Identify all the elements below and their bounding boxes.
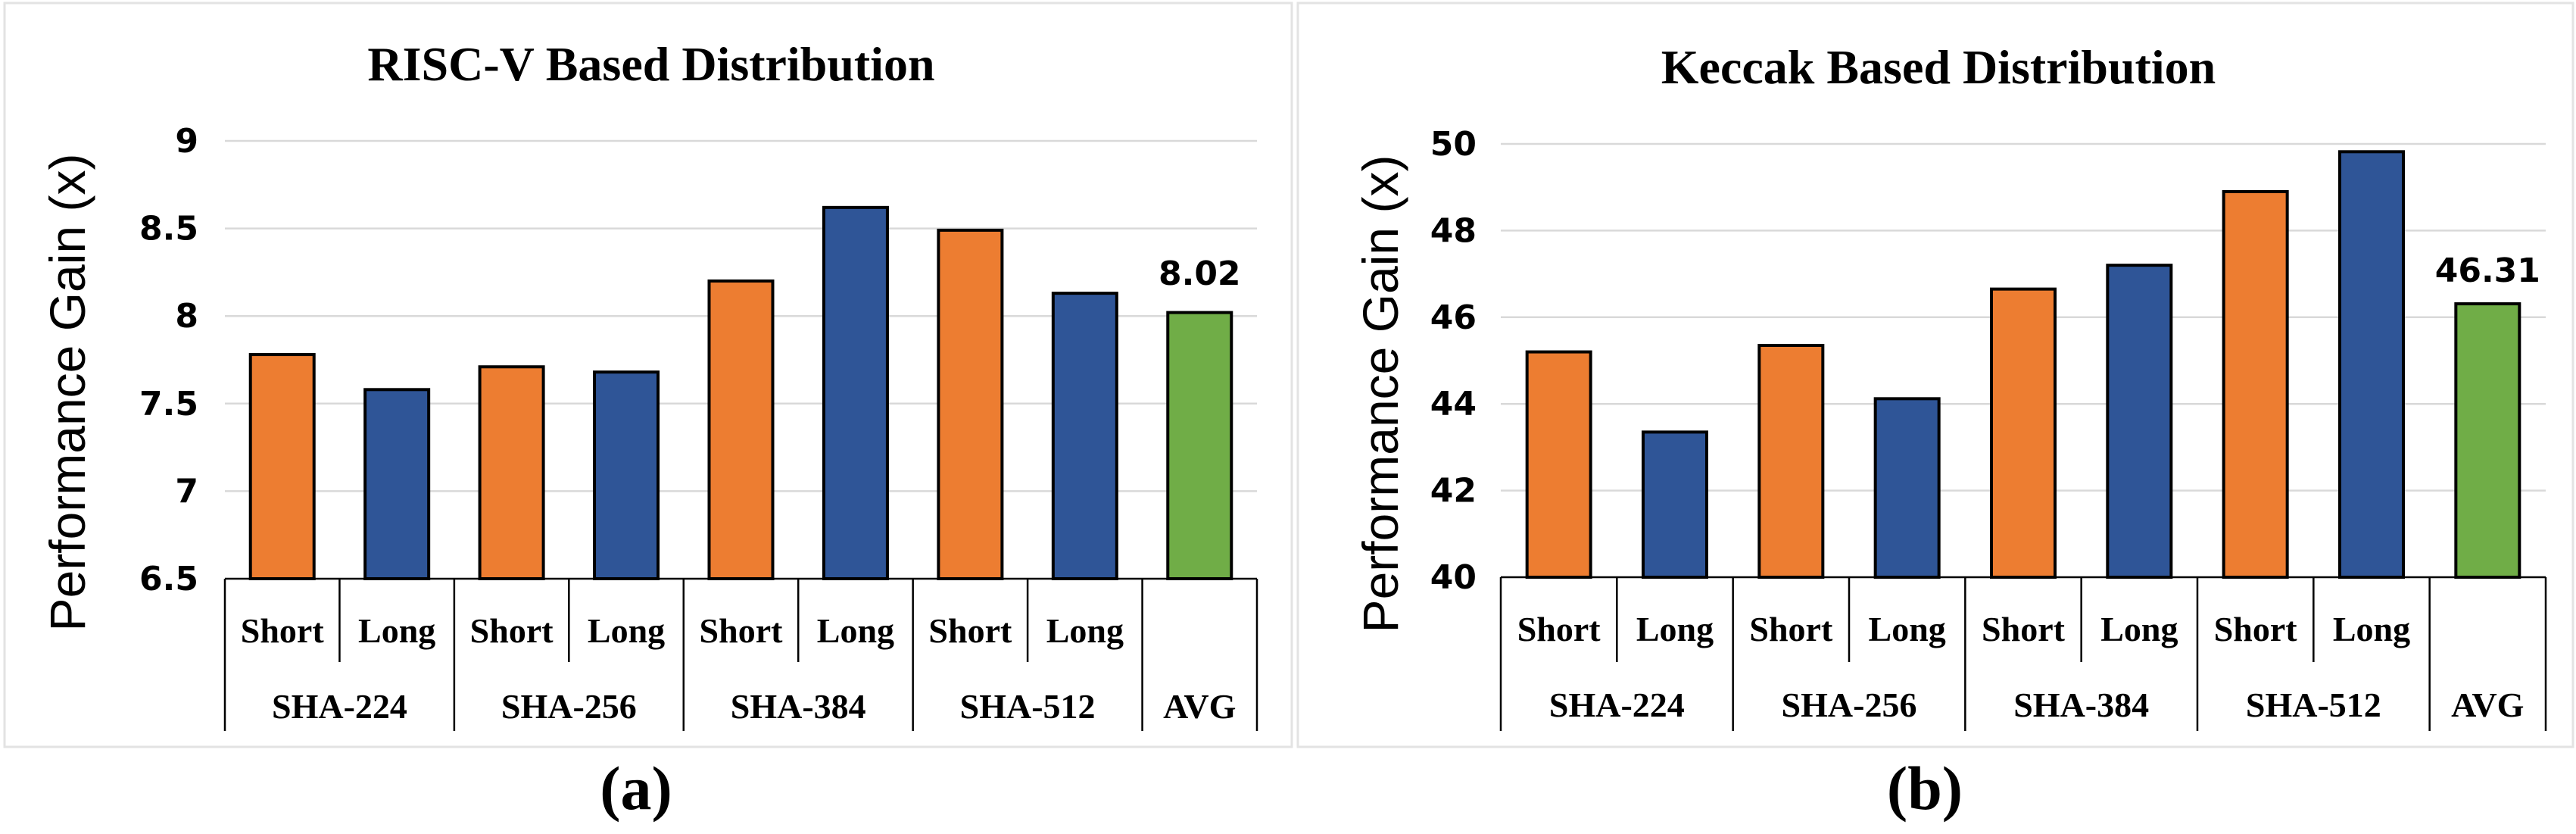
group-label: AVG <box>1163 687 1236 726</box>
y-axis-label: Performance Gain (x) <box>1352 155 1408 633</box>
group-label: SHA-512 <box>2246 686 2381 724</box>
group-label: SHA-256 <box>501 687 637 726</box>
bar-sha-256-short <box>478 365 545 580</box>
y-tick-label: 44 <box>1430 385 1477 423</box>
y-tick-label: 40 <box>1430 558 1477 597</box>
data-label: 46.31 <box>2435 251 2540 290</box>
category-label: Short <box>1749 610 1833 648</box>
chart-title: Keccak Based Distribution <box>1661 40 2216 94</box>
category-label: Short <box>1982 610 2066 648</box>
bar-sha-256-long <box>593 370 660 580</box>
y-tick-label: 42 <box>1430 472 1477 511</box>
bar-avg <box>2454 302 2521 579</box>
y-tick-label: 50 <box>1430 125 1477 164</box>
y-tick-label: 6.5 <box>139 560 198 598</box>
category-label: Long <box>2333 610 2410 648</box>
bar-sha-384-short <box>707 279 775 580</box>
group-label: SHA-224 <box>272 687 407 726</box>
bar-sha-224-short <box>248 353 316 580</box>
group-label: SHA-224 <box>1549 686 1685 724</box>
bar-sha-224-short <box>1525 350 1592 579</box>
category-label: Short <box>700 611 784 650</box>
category-label: Long <box>1636 610 1714 648</box>
group-label: SHA-384 <box>2013 686 2149 724</box>
category-label: Short <box>928 611 1012 650</box>
category-label: Short <box>470 611 554 650</box>
category-label: Long <box>2100 610 2178 648</box>
chart-panel-b: 40 42 44 46 48 50 Keccak Based Distribution Per… <box>1296 2 2574 823</box>
chart-title: RISC-V Based Distribution <box>367 37 934 91</box>
group-label: SHA-256 <box>1782 686 1917 724</box>
chart-panel-a: 6.5 7 7.5 8 8.5 9 RISC-V Based Distribution Per… <box>3 2 1293 823</box>
category-label: Long <box>1869 610 1946 648</box>
category-label: Long <box>817 611 894 650</box>
category-label: Long <box>588 611 665 650</box>
y-tick-label: 48 <box>1430 211 1477 250</box>
group-label: AVG <box>2451 686 2524 724</box>
y-axis-label: Performance Gain (x) <box>39 154 95 632</box>
bar-sha-224-long <box>363 388 431 581</box>
bar-sha-384-long <box>822 205 889 580</box>
bar-sha-512-long <box>2338 150 2405 579</box>
category-label: Long <box>358 611 435 650</box>
y-tick-label: 8.5 <box>139 210 198 248</box>
category-label: Short <box>2214 610 2298 648</box>
data-label: 8.02 <box>1159 255 1241 293</box>
category-label: Short <box>241 611 325 650</box>
bar-sha-512-long <box>1051 292 1118 580</box>
panel-caption: (b) <box>1887 754 1963 823</box>
bar-sha-256-short <box>1757 343 1825 579</box>
category-label: Short <box>1517 610 1601 648</box>
y-tick-label: 9 <box>175 122 198 161</box>
y-tick-label: 8 <box>175 297 198 336</box>
bar-sha-224-long <box>1642 430 1708 579</box>
panel-caption: (a) <box>600 754 672 823</box>
bar-avg <box>1166 311 1233 580</box>
group-label: SHA-512 <box>960 687 1096 726</box>
bar-sha-384-short <box>1990 287 2057 579</box>
y-tick-label: 46 <box>1430 298 1477 337</box>
group-label: SHA-384 <box>731 687 866 726</box>
bar-sha-256-long <box>1873 397 1941 579</box>
y-tick-label: 7.5 <box>139 385 198 423</box>
bar-sha-384-long <box>2106 264 2173 579</box>
bar-sha-512-short <box>2222 189 2289 579</box>
bar-sha-512-short <box>937 228 1004 580</box>
y-tick-label: 7 <box>175 472 198 511</box>
category-label: Long <box>1046 611 1124 650</box>
